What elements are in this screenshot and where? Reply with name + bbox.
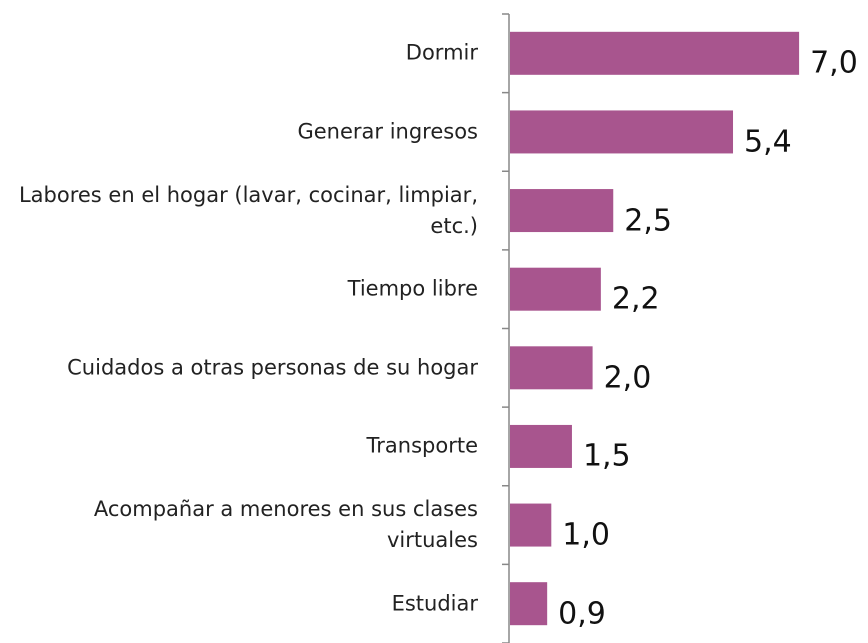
value-label: 2,2 [611, 281, 660, 317]
bar [510, 31, 800, 75]
bar [510, 424, 572, 468]
category-label: Tiempo libre [347, 276, 478, 301]
category-label: Generar ingresos [297, 119, 478, 144]
value-label: 7,0 [810, 45, 858, 81]
bar [510, 503, 552, 547]
bar [510, 346, 593, 390]
bar [510, 582, 548, 626]
category-label: Acompañar a menores en sus clases virtua… [93, 497, 478, 553]
bar [510, 267, 601, 311]
bar [510, 110, 734, 154]
value-label: 2,5 [624, 203, 672, 239]
bar [510, 189, 614, 233]
category-label: Cuidados a otras personas de su hogar [67, 355, 478, 380]
value-label: 1,0 [562, 517, 611, 553]
category-label: Labores en el hogar (lavar, cocinar, lim… [18, 182, 478, 238]
value-label: 2,0 [603, 360, 652, 396]
category-label: Estudiar [391, 591, 478, 616]
category-label: Transporte [366, 433, 478, 458]
value-label: 5,4 [744, 124, 792, 160]
value-label: 0,9 [558, 596, 606, 632]
value-label: 1,5 [582, 438, 631, 474]
category-label: Dormir [405, 40, 478, 65]
